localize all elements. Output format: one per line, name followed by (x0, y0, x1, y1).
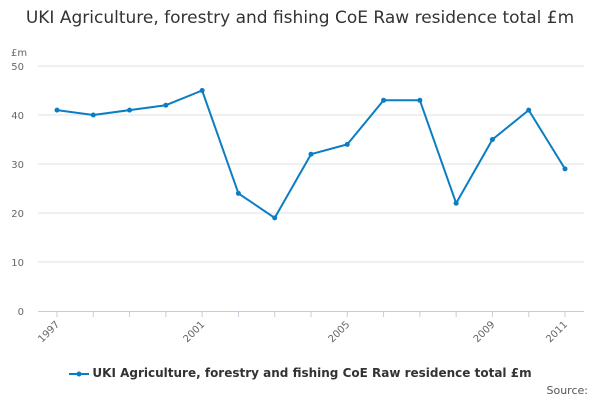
data-point (199, 88, 205, 93)
y-tick-label: 30 (11, 160, 24, 171)
x-tick-label: 2001 (181, 319, 207, 345)
legend[interactable]: UKI Agriculture, forestry and fishing Co… (0, 366, 600, 380)
y-tick-label: 0 (18, 307, 24, 318)
x-tick-label: 2005 (327, 319, 353, 345)
data-point (272, 215, 278, 221)
x-tick-label: 2011 (544, 319, 570, 345)
y-tick-label: 20 (11, 209, 24, 220)
source-label: Source: (546, 384, 589, 397)
legend-label: UKI Agriculture, forestry and fishing Co… (92, 366, 532, 380)
data-point (344, 141, 350, 147)
data-point (308, 151, 314, 157)
y-tick-label: 50 (11, 62, 24, 73)
data-point (235, 190, 241, 196)
data-point (54, 107, 60, 113)
data-point (90, 112, 96, 118)
data-point (417, 97, 423, 103)
chart-title: UKI Agriculture, forestry and fishing Co… (25, 8, 575, 28)
y-tick-label: 40 (11, 111, 24, 122)
data-point (489, 137, 495, 142)
data-point (453, 200, 459, 206)
y-axis-label: £m (11, 48, 27, 59)
data-point (163, 102, 169, 108)
data-point (526, 107, 532, 113)
x-tick-label: 1997 (36, 319, 62, 345)
x-tick-label: 2009 (472, 319, 498, 345)
data-point (127, 107, 133, 113)
data-point (381, 97, 387, 103)
data-point (562, 166, 568, 172)
legend-line-icon (69, 371, 90, 376)
y-tick-label: 10 (11, 258, 24, 269)
